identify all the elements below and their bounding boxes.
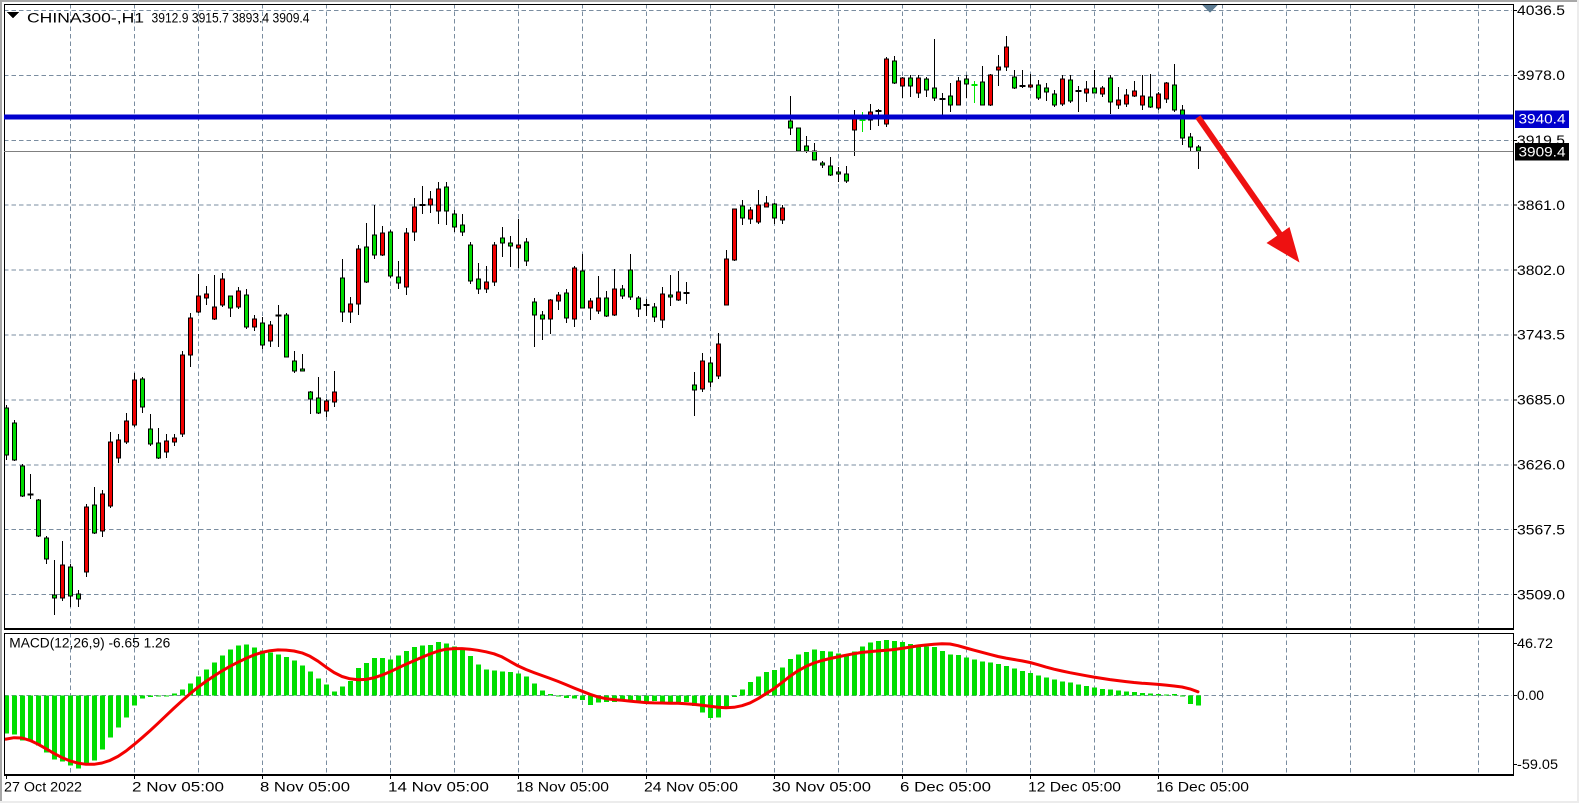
svg-text:30 Nov 05:00: 30 Nov 05:00 xyxy=(772,780,871,795)
svg-text:12 Dec 05:00: 12 Dec 05:00 xyxy=(1028,780,1121,795)
svg-text:3509.0: 3509.0 xyxy=(1517,587,1565,602)
svg-text:16 Dec 05:00: 16 Dec 05:00 xyxy=(1156,780,1249,795)
svg-text:3567.5: 3567.5 xyxy=(1517,522,1565,537)
svg-text:18 Nov 05:00: 18 Nov 05:00 xyxy=(516,780,609,795)
svg-text:3909.4: 3909.4 xyxy=(1519,145,1567,160)
svg-text:3940.4: 3940.4 xyxy=(1519,112,1567,127)
svg-text:CHINA300-,H1: CHINA300-,H1 xyxy=(27,10,144,26)
svg-text:46.72: 46.72 xyxy=(1517,636,1553,651)
svg-text:3626.0: 3626.0 xyxy=(1517,458,1565,473)
svg-text:3685.0: 3685.0 xyxy=(1517,393,1565,408)
svg-text:0.00: 0.00 xyxy=(1517,688,1544,703)
svg-text:3912.9 3915.7 3893.4 3909.4: 3912.9 3915.7 3893.4 3909.4 xyxy=(152,10,310,26)
svg-text:-59.05: -59.05 xyxy=(1517,757,1558,772)
svg-text:27 Oct 2022: 27 Oct 2022 xyxy=(4,780,82,795)
svg-text:MACD(12,26,9) -6.65 1.26: MACD(12,26,9) -6.65 1.26 xyxy=(9,636,170,651)
svg-text:3743.5: 3743.5 xyxy=(1517,328,1565,343)
svg-text:3861.0: 3861.0 xyxy=(1517,198,1565,213)
svg-text:8 Nov 05:00: 8 Nov 05:00 xyxy=(260,780,350,795)
svg-text:4036.5: 4036.5 xyxy=(1517,3,1565,18)
svg-text:6 Dec 05:00: 6 Dec 05:00 xyxy=(900,780,991,795)
svg-text:14 Nov 05:00: 14 Nov 05:00 xyxy=(388,780,489,795)
svg-text:3802.0: 3802.0 xyxy=(1517,263,1565,278)
svg-text:2 Nov 05:00: 2 Nov 05:00 xyxy=(132,780,224,795)
svg-text:3978.0: 3978.0 xyxy=(1517,68,1565,83)
svg-text:24 Nov 05:00: 24 Nov 05:00 xyxy=(644,780,738,795)
